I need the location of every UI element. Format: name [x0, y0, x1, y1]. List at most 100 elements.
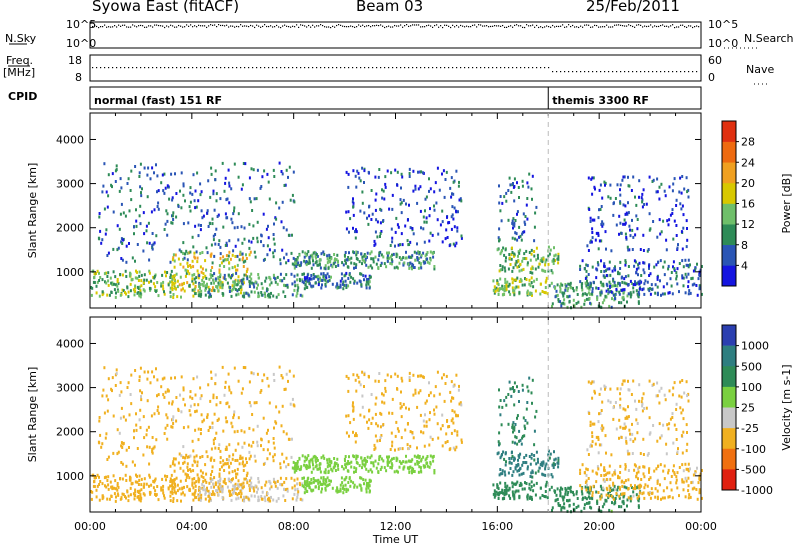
- heatmap-cell: [259, 186, 262, 190]
- freq-dot: [592, 71, 594, 73]
- heatmap-cell: [575, 506, 578, 509]
- heatmap-cell: [419, 413, 422, 417]
- noise-dot: [286, 25, 288, 27]
- heatmap-cell: [305, 458, 308, 462]
- heatmap-cell: [267, 428, 269, 432]
- heatmap-cell: [608, 280, 611, 284]
- heatmap-cell: [614, 297, 616, 301]
- freq-dot: [648, 71, 650, 73]
- heatmap-cell: [520, 279, 523, 283]
- noise-dot: [602, 26, 604, 28]
- heatmap-cell: [175, 272, 178, 276]
- noise-dot: [642, 26, 644, 28]
- heatmap-cell: [252, 372, 255, 376]
- heatmap-cell: [98, 294, 101, 298]
- heatmap-cell: [292, 256, 295, 260]
- heatmap-cell: [230, 421, 233, 425]
- heatmap-cell: [456, 226, 459, 230]
- heatmap-cell: [292, 374, 295, 378]
- heatmap-cell: [599, 291, 602, 295]
- noise-dot: [680, 24, 682, 26]
- heatmap-cell: [211, 217, 214, 221]
- heatmap-cell: [632, 286, 635, 290]
- freq-dot: [116, 67, 118, 69]
- heatmap-cell: [544, 495, 547, 499]
- heatmap-cell: [193, 455, 196, 459]
- heatmap-cell: [296, 492, 299, 496]
- heatmap-cell: [311, 457, 314, 461]
- heatmap-cell: [316, 467, 319, 471]
- heatmap-cell: [606, 471, 609, 475]
- heatmap-cell: [224, 258, 227, 262]
- heatmap-cell: [614, 265, 616, 269]
- heatmap-cell: [253, 401, 256, 405]
- heatmap-cell: [689, 495, 692, 499]
- heatmap-cell: [221, 365, 224, 369]
- heatmap-cell: [694, 470, 697, 474]
- noise-dot: [352, 25, 354, 28]
- heatmap-cell: [352, 373, 355, 377]
- heatmap-cell: [100, 445, 103, 449]
- noise-right-tick-bottom: 10^0: [708, 37, 739, 50]
- heatmap-cell: [441, 209, 444, 213]
- heatmap-cell: [416, 405, 419, 409]
- heatmap-cell: [593, 422, 596, 426]
- heatmap-cell: [193, 493, 196, 497]
- heatmap-cell: [239, 279, 242, 283]
- heatmap-cell: [445, 170, 448, 174]
- heatmap-cell: [668, 185, 671, 189]
- heatmap-cell: [386, 455, 388, 459]
- heatmap-cell: [391, 457, 393, 461]
- heatmap-cell: [597, 287, 600, 290]
- freq-dot: [580, 71, 582, 73]
- heatmap-cell: [400, 436, 403, 440]
- heatmap-cell: [331, 282, 334, 286]
- heatmap-cell: [632, 290, 635, 294]
- heatmap-cell: [248, 479, 251, 483]
- heatmap-cell: [280, 374, 283, 377]
- noise-dot: [178, 24, 180, 27]
- heatmap-cell: [524, 481, 526, 485]
- noise-dot: [250, 24, 252, 27]
- freq-dot: [480, 67, 482, 69]
- heatmap-cell: [608, 484, 611, 488]
- heatmap-cell: [194, 206, 197, 210]
- heatmap-cell: [609, 284, 612, 288]
- heatmap-cell: [282, 226, 285, 230]
- y-tick-label: 2000: [56, 222, 84, 235]
- heatmap-cell: [657, 464, 660, 468]
- heatmap-cell: [129, 493, 132, 497]
- noise-dot: [698, 26, 700, 28]
- heatmap-cell: [591, 469, 594, 473]
- heatmap-cell: [134, 480, 137, 484]
- heatmap-cell: [663, 464, 666, 468]
- heatmap-cell: [411, 267, 413, 271]
- noise-dot: [666, 25, 668, 27]
- heatmap-cell: [103, 411, 106, 415]
- heatmap-cell: [328, 479, 331, 483]
- heatmap-cell: [561, 487, 564, 491]
- heatmap-cell: [507, 189, 510, 192]
- heatmap-cell: [390, 462, 393, 466]
- heatmap-cell: [700, 496, 703, 500]
- freq-dot: [220, 67, 222, 69]
- heatmap-cell: [150, 483, 153, 487]
- heatmap-cell: [236, 254, 239, 258]
- heatmap-cell: [118, 189, 121, 193]
- heatmap-cell: [205, 276, 208, 280]
- heatmap-cell: [95, 291, 98, 295]
- noise-dot: [652, 26, 654, 28]
- heatmap-cell: [662, 489, 665, 493]
- heatmap-cell: [182, 251, 185, 255]
- noise-dot: [578, 26, 580, 29]
- heatmap-cell: [278, 365, 281, 369]
- heatmap-cell: [641, 402, 644, 406]
- heatmap-cell: [512, 482, 515, 486]
- heatmap-cell: [371, 266, 374, 270]
- heatmap-cell: [354, 378, 357, 382]
- heatmap-cell: [453, 225, 456, 229]
- heatmap-cell: [591, 192, 594, 196]
- heatmap-cell: [655, 190, 658, 194]
- heatmap-cell: [405, 202, 407, 206]
- noise-dot: [462, 25, 464, 27]
